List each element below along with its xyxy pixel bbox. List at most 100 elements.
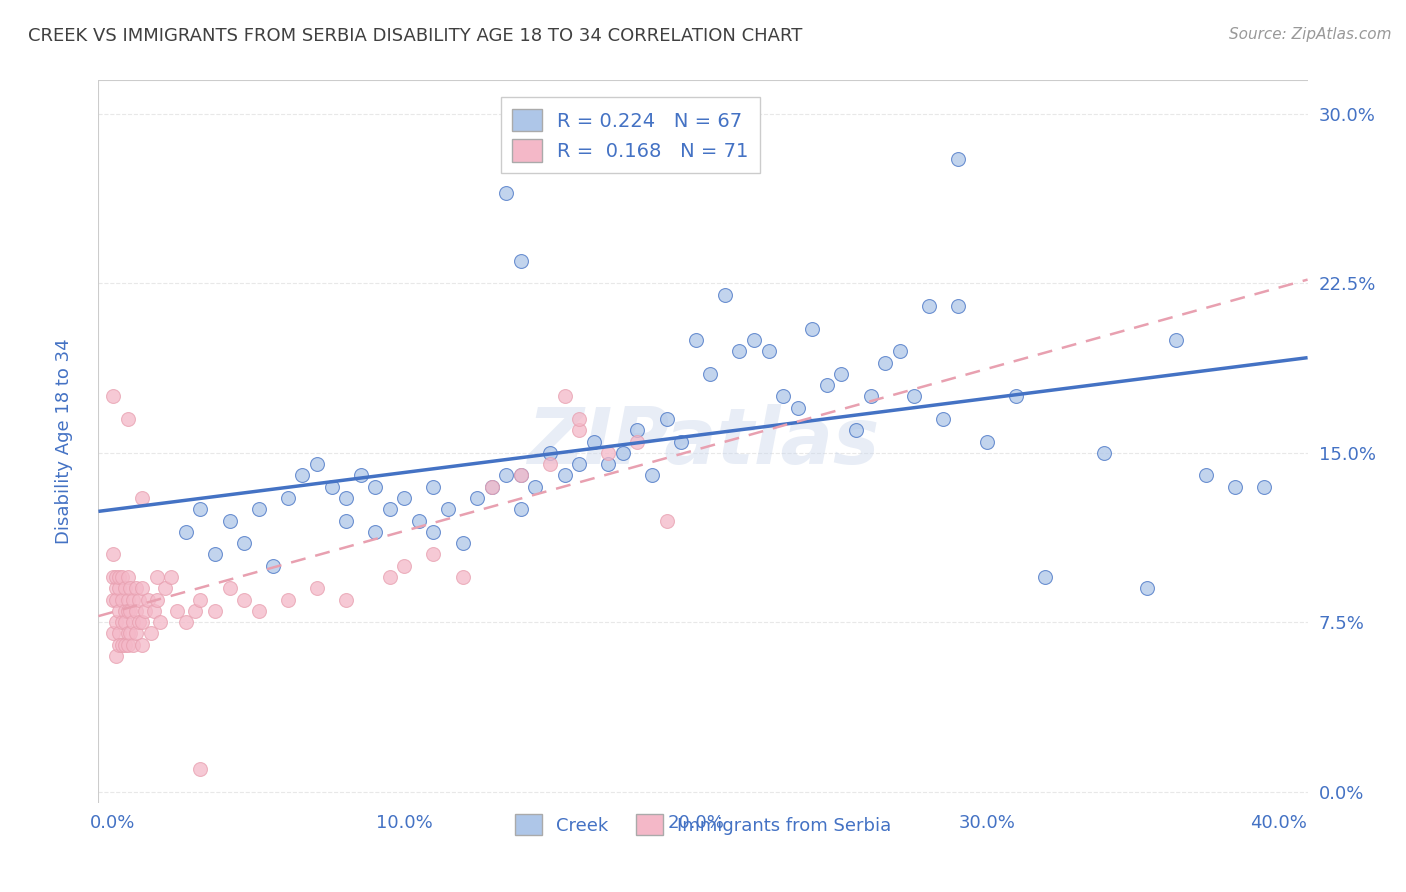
Point [111, 638, 134, 652]
Point [568, 423, 591, 437]
Point [128, 592, 150, 607]
Point [801, 321, 824, 335]
Point [772, 389, 794, 403]
Point [120, 604, 142, 618]
Point [364, 524, 387, 539]
Point [136, 592, 159, 607]
Point [101, 592, 124, 607]
Point [183, 604, 205, 618]
Point [160, 570, 183, 584]
Point [481, 480, 503, 494]
Point [378, 570, 401, 584]
Point [364, 480, 387, 494]
Point [830, 367, 852, 381]
Point [685, 333, 707, 347]
Point [120, 582, 142, 596]
Point [655, 412, 678, 426]
Point [218, 582, 240, 596]
Point [204, 548, 226, 562]
Point [815, 378, 838, 392]
Text: CREEK VS IMMIGRANTS FROM SERBIA DISABILITY AGE 18 TO 34 CORRELATION CHART: CREEK VS IMMIGRANTS FROM SERBIA DISABILI… [28, 27, 803, 45]
Point [120, 626, 142, 640]
Point [101, 548, 124, 562]
Point [538, 446, 561, 460]
Point [758, 344, 780, 359]
Point [104, 648, 127, 663]
Point [131, 582, 153, 596]
Point [626, 434, 648, 449]
Point [117, 604, 139, 618]
Point [394, 558, 416, 573]
Point [422, 480, 444, 494]
Point [122, 592, 145, 607]
Point [554, 389, 576, 403]
Point [128, 615, 150, 630]
Point [142, 604, 165, 618]
Point [481, 480, 503, 494]
Point [509, 253, 531, 268]
Point [190, 592, 212, 607]
Point [131, 491, 153, 505]
Point [451, 570, 474, 584]
Point [104, 582, 127, 596]
Point [394, 491, 416, 505]
Point [101, 570, 124, 584]
Point [728, 344, 751, 359]
Point [465, 491, 488, 505]
Point [166, 604, 188, 618]
Point [174, 524, 197, 539]
Point [117, 412, 139, 426]
Point [174, 615, 197, 630]
Point [1033, 570, 1056, 584]
Point [122, 615, 145, 630]
Point [903, 389, 925, 403]
Point [122, 638, 145, 652]
Point [131, 638, 153, 652]
Point [101, 389, 124, 403]
Point [108, 638, 131, 652]
Point [190, 762, 212, 776]
Point [139, 626, 162, 640]
Point [1136, 582, 1159, 596]
Point [1092, 446, 1115, 460]
Point [117, 638, 139, 652]
Point [598, 457, 620, 471]
Point [125, 604, 148, 618]
Point [108, 604, 131, 618]
Point [117, 626, 139, 640]
Point [538, 457, 561, 471]
Point [408, 514, 430, 528]
Point [524, 480, 547, 494]
Point [568, 412, 591, 426]
Point [786, 401, 808, 415]
Point [111, 592, 134, 607]
Point [1223, 480, 1246, 494]
Text: Source: ZipAtlas.com: Source: ZipAtlas.com [1229, 27, 1392, 42]
Point [509, 468, 531, 483]
Point [190, 502, 212, 516]
Point [131, 615, 153, 630]
Point [699, 367, 721, 381]
Point [568, 457, 591, 471]
Point [422, 548, 444, 562]
Point [714, 287, 737, 301]
Point [111, 570, 134, 584]
Point [277, 491, 299, 505]
Y-axis label: Disability Age 18 to 34: Disability Age 18 to 34 [55, 339, 73, 544]
Point [1166, 333, 1188, 347]
Point [378, 502, 401, 516]
Point [918, 299, 941, 313]
Point [114, 604, 136, 618]
Point [145, 592, 167, 607]
Point [145, 570, 167, 584]
Point [233, 592, 256, 607]
Point [335, 491, 357, 505]
Point [655, 514, 678, 528]
Point [509, 468, 531, 483]
Point [859, 389, 882, 403]
Text: ZIPatlas: ZIPatlas [527, 403, 879, 480]
Point [641, 468, 664, 483]
Point [218, 514, 240, 528]
Point [932, 412, 955, 426]
Point [1005, 389, 1028, 403]
